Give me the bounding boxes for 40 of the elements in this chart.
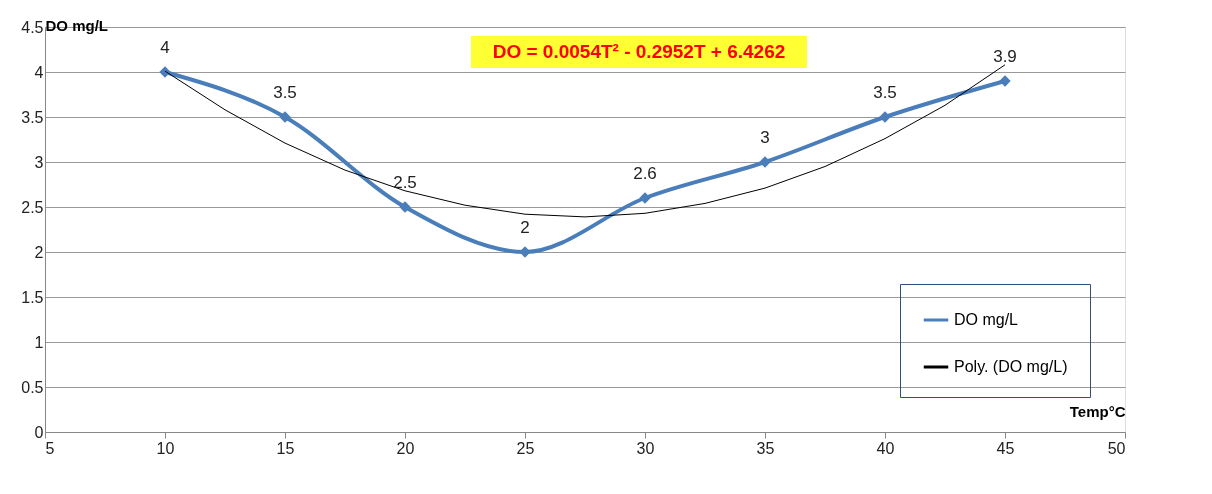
- point: [639, 192, 651, 204]
- point: [999, 75, 1011, 87]
- y-tick-label: 4: [34, 63, 44, 81]
- y-tick-label: 3: [34, 153, 44, 171]
- y-tick-label: 0: [34, 423, 44, 441]
- x-tick-label: 40: [876, 439, 895, 457]
- y-tick-label: 1.5: [21, 288, 44, 306]
- data-label: 4: [160, 38, 170, 57]
- x-tick-label: 15: [276, 439, 295, 457]
- x-tick-label: 20: [396, 439, 415, 457]
- data-label: 3.5: [273, 83, 297, 102]
- x-tick-label: 30: [636, 439, 655, 457]
- x-tick-label: 50: [1107, 439, 1126, 457]
- data-label: 3.9: [993, 47, 1017, 66]
- point: [759, 156, 771, 168]
- y-tick-label: 2.5: [21, 198, 44, 216]
- data-label: 3: [760, 128, 770, 147]
- point: [279, 111, 291, 123]
- y-tick-label: 1: [34, 333, 44, 351]
- data-label: 2.6: [633, 164, 657, 183]
- point: [519, 246, 531, 258]
- x-tick-label: 10: [156, 439, 175, 457]
- data-label: 2: [520, 218, 530, 237]
- annotation: DO = 0.0054T² - 0.2952T + 6.4262: [492, 41, 786, 62]
- y-tick-label: 4.5: [21, 18, 44, 36]
- x-tick-label: 35: [756, 439, 775, 457]
- legend-label: Poly. (DO mg/L): [954, 358, 1068, 375]
- y-tick-label: 2: [34, 243, 44, 261]
- legend-label: DO mg/L: [954, 311, 1019, 328]
- data-label: 2.5: [393, 173, 417, 192]
- x-tick-label: 45: [996, 439, 1015, 457]
- data-label: 3.5: [873, 83, 897, 102]
- x-tick-label: 25: [516, 439, 535, 457]
- point: [879, 111, 891, 123]
- x-axis-title: Temp°C: [1069, 402, 1126, 420]
- point: [399, 201, 411, 213]
- x-tick-label: 5: [45, 439, 55, 457]
- y-tick-label: 3.5: [21, 108, 44, 126]
- y-axis-title: DO mg/L: [45, 16, 108, 34]
- y-tick-label: 0.5: [21, 378, 44, 396]
